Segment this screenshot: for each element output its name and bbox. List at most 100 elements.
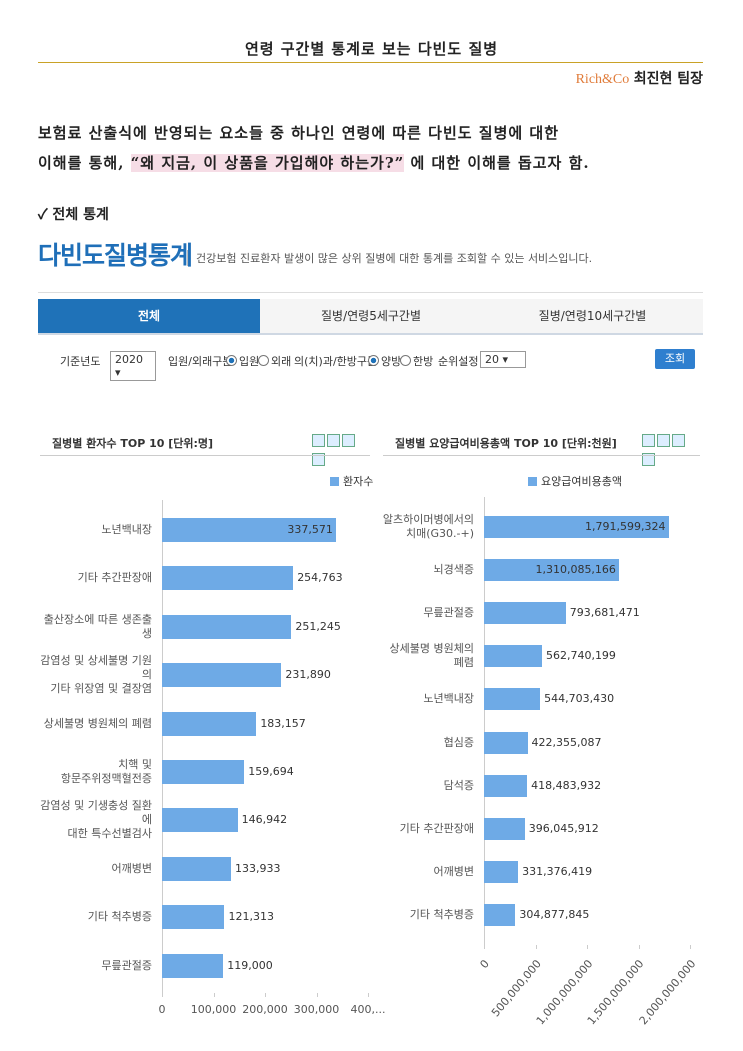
section-heading: ✓ 전체 통계 bbox=[38, 207, 109, 223]
bar bbox=[484, 731, 528, 754]
bar bbox=[162, 856, 231, 881]
tick-mark bbox=[213, 993, 215, 997]
tab[interactable]: 질병/연령10세구간별 bbox=[482, 299, 703, 335]
category-label: 협심증 bbox=[443, 735, 474, 749]
option-label: 양방 bbox=[381, 355, 402, 368]
search-button[interactable]: 조회 bbox=[655, 349, 695, 369]
legend-item: 요양급여비용총액 bbox=[528, 473, 622, 489]
category-label: 어깨병변 bbox=[111, 861, 152, 875]
category-label: 뇌경색증 bbox=[433, 563, 474, 577]
value-label: 231,890 bbox=[285, 668, 331, 682]
category-label: 어깨병변 bbox=[433, 864, 474, 878]
byline: Rich&Co 최진현 팀장 bbox=[576, 68, 703, 88]
value-label: 396,045,912 bbox=[528, 821, 599, 835]
chart-title: 질병별 환자수 TOP 10 [단위:명] bbox=[52, 437, 214, 450]
tick-mark bbox=[265, 993, 266, 997]
author: 최진현 팀장 bbox=[633, 71, 703, 87]
year-select[interactable]: 2020 ▾ bbox=[110, 351, 156, 381]
x-tick-label: 500,000,000 bbox=[488, 957, 544, 1020]
category-label: 기타 추간판장애 bbox=[77, 571, 152, 585]
x-tick-label: 2,000,000,000 bbox=[636, 957, 698, 1028]
chart-panel: 질병별 환자수 TOP 10 [단위:명] 환자수 337,571 254,763 25… bbox=[40, 425, 385, 1020]
value-label: 183,157 bbox=[260, 716, 306, 730]
value-label: 254,763 bbox=[297, 571, 343, 585]
toolbar-icon[interactable] bbox=[657, 434, 670, 447]
value-label: 146,942 bbox=[241, 813, 288, 827]
value-label: 251,245 bbox=[295, 619, 341, 633]
chart-panel: 질병별 요양급여비용총액 TOP 10 [단위:천원] 요양급여비용총액 1,791… bbox=[382, 425, 700, 1027]
bar bbox=[484, 516, 669, 538]
value-label: 119,000 bbox=[227, 958, 273, 972]
tick-mark bbox=[162, 993, 163, 997]
document-title: 연령 구간별 통계로 보는 다빈도 질병 bbox=[244, 40, 499, 58]
bar bbox=[162, 953, 224, 978]
value-label: 422,355,087 bbox=[531, 735, 602, 749]
tick-mark bbox=[316, 993, 318, 997]
category-label: 노년백내장 bbox=[423, 692, 474, 706]
tab[interactable]: 전체 bbox=[38, 299, 260, 335]
title-rule bbox=[383, 455, 700, 456]
option-label: 외래 bbox=[271, 355, 292, 368]
category-label: 노년백내장 bbox=[101, 523, 152, 536]
legend-swatch bbox=[528, 477, 537, 486]
intro-text: 이해를 통해, bbox=[38, 154, 131, 172]
tick-mark bbox=[638, 945, 640, 949]
bar bbox=[162, 711, 257, 736]
toolbar-icon[interactable] bbox=[342, 434, 355, 447]
toolbar-icon[interactable] bbox=[327, 434, 340, 447]
radio-option[interactable]: 양방 bbox=[368, 353, 401, 369]
intro-line: 보험료 산출식에 반영되는 요소들 중 하나인 연령에 따른 다빈도 질병에 대… bbox=[38, 124, 560, 142]
radio-option[interactable]: 입원 bbox=[226, 353, 259, 369]
category-label: 감염성 및 상세불명 기원의 기타 위장염 및 결장염 bbox=[40, 654, 152, 696]
filter-label: 기준년도 bbox=[60, 355, 101, 368]
value-label: 418,483,932 bbox=[531, 778, 602, 792]
bar bbox=[162, 905, 225, 930]
service-logo: 다빈도질병통계 bbox=[38, 241, 193, 270]
category-label: 감염성 및 기생충성 질환에 대한 특수선별검사 bbox=[40, 799, 152, 841]
tick-mark bbox=[368, 993, 369, 997]
rank-select[interactable]: 20 ▾ bbox=[480, 351, 526, 368]
toolbar-icon[interactable] bbox=[642, 434, 655, 447]
screenshot: 전체 질병/연령5세구간별 질병/연령10세구간별 기준년도 2020 ▾ 입원… bbox=[38, 292, 703, 1021]
value-label: 1,310,085,166 bbox=[535, 563, 616, 577]
value-label: 793,681,471 bbox=[569, 606, 640, 620]
filter-label: 순위설정 bbox=[438, 355, 479, 368]
value-label: 544,703,430 bbox=[544, 692, 615, 706]
select-value: 20 bbox=[485, 353, 499, 366]
chart-title: 질병별 요양급여비용총액 TOP 10 [단위:천원] bbox=[395, 437, 617, 450]
category-label: 출산장소에 따른 생존출생 bbox=[43, 612, 152, 640]
category-label: 알츠하이머병에서의 치매(G30.-+) bbox=[382, 513, 474, 540]
bar bbox=[484, 645, 542, 668]
bar bbox=[484, 903, 516, 926]
tick-mark bbox=[690, 945, 691, 949]
filter-label: 입원/외래구분 bbox=[168, 355, 233, 368]
category-label: 기타 척추병증 bbox=[409, 907, 474, 921]
category-label: 무릎관절증 bbox=[101, 958, 152, 972]
toolbar-icon[interactable] bbox=[672, 434, 685, 447]
toolbar-icon[interactable] bbox=[312, 434, 325, 447]
tick-mark bbox=[484, 945, 485, 949]
radio-option[interactable]: 한방 bbox=[400, 353, 433, 369]
x-tick-label: 0 bbox=[477, 957, 492, 972]
category-label: 상세불명 병원체의 폐렴 bbox=[43, 716, 152, 730]
bar bbox=[484, 860, 519, 883]
toolbar-icon[interactable] bbox=[642, 453, 655, 466]
bar bbox=[484, 559, 619, 582]
x-tick-label: 100,000 bbox=[190, 1003, 237, 1016]
radio-option[interactable]: 외래 bbox=[258, 353, 291, 369]
toolbar-icon[interactable] bbox=[312, 453, 325, 466]
tab[interactable]: 질병/연령5세구간별 bbox=[260, 299, 482, 335]
x-tick-label: 200,000 bbox=[242, 1003, 288, 1016]
tick-mark bbox=[587, 945, 588, 949]
bar bbox=[484, 774, 528, 797]
title-rule bbox=[40, 455, 370, 456]
company: Rich&Co bbox=[575, 72, 630, 87]
filter-label: 의(치)과/한방구분 bbox=[294, 355, 378, 368]
bar bbox=[162, 663, 282, 688]
value-label: 133,933 bbox=[234, 861, 281, 875]
bar bbox=[162, 518, 336, 542]
bar bbox=[484, 817, 525, 840]
axis-line bbox=[484, 497, 485, 945]
select-value: 2020 bbox=[115, 353, 143, 366]
